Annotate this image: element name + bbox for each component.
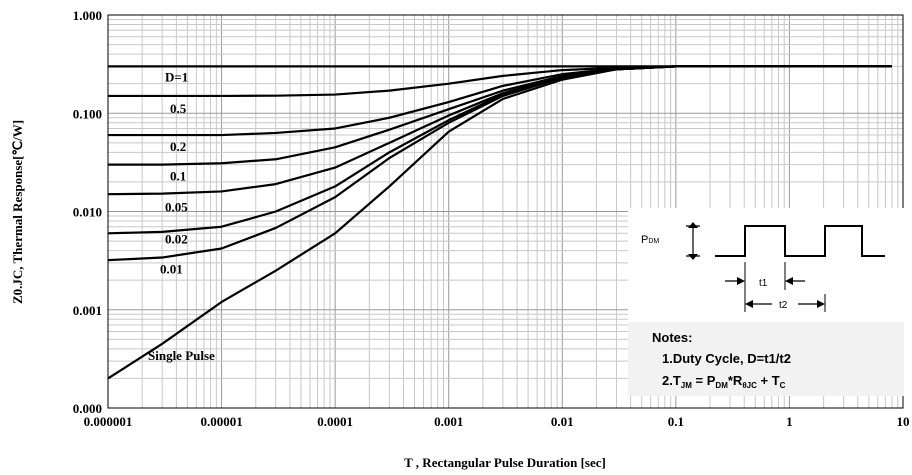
y-tick-label: 0.010 bbox=[73, 205, 102, 220]
t1-label: t1 bbox=[759, 278, 768, 289]
pulse-train bbox=[715, 225, 885, 257]
pdm-sub: DM bbox=[648, 238, 659, 245]
series-label: 0.01 bbox=[160, 262, 183, 277]
note-2-text: *R bbox=[728, 373, 743, 388]
note-2-sub: JM bbox=[681, 381, 692, 390]
note-2-text: + T bbox=[757, 373, 780, 388]
series-label: 0.5 bbox=[170, 101, 187, 116]
y-tick-label: 0.100 bbox=[73, 106, 102, 121]
notes-box bbox=[628, 322, 904, 396]
pdm-label: PDM bbox=[641, 234, 659, 246]
note-2-text: = P bbox=[692, 373, 716, 388]
note-2-text: 2.T bbox=[662, 373, 681, 388]
curves bbox=[107, 65, 892, 380]
series-label: 0.02 bbox=[165, 232, 188, 247]
y-tick-label: 0.000 bbox=[73, 401, 102, 416]
curve bbox=[107, 65, 892, 380]
y-tick-label: 0.001 bbox=[73, 303, 102, 318]
series-label: 0.05 bbox=[165, 200, 188, 215]
x-tick-label: 0.01 bbox=[551, 414, 574, 429]
x-tick-label: 0.0001 bbox=[317, 414, 353, 429]
x-axis-label: T , Rectangular Pulse Duration [sec] bbox=[404, 455, 606, 470]
series-label: 0.2 bbox=[170, 139, 186, 154]
note-2-sub: θJC bbox=[742, 381, 757, 390]
note-2-sub: DM bbox=[715, 381, 728, 390]
x-tick-label: 0.00001 bbox=[200, 414, 242, 429]
x-tick-label: 0.1 bbox=[668, 414, 684, 429]
x-tick-label: 0.001 bbox=[434, 414, 463, 429]
note-1: 1.Duty Cycle, D=t1/t2 bbox=[662, 351, 791, 366]
note-2: 2.TJM = PDM*RθJC + TC bbox=[662, 373, 786, 390]
series-label: 0.1 bbox=[170, 168, 186, 183]
x-tick-label: 1 bbox=[786, 414, 793, 429]
notes-title: Notes: bbox=[652, 330, 692, 345]
y-axis-label: Z0.JC, Thermal Response[℃/W] bbox=[10, 120, 25, 304]
t2-arrowheads bbox=[745, 300, 825, 308]
t2-label: t2 bbox=[779, 300, 788, 311]
inset: PDM t1 t2 Notes: 1.Duty Cycle, D=t1/t2 2… bbox=[628, 208, 904, 396]
series-label: Single Pulse bbox=[148, 348, 215, 363]
series-label: D=1 bbox=[165, 69, 188, 84]
y-tick-label: 1.000 bbox=[73, 8, 102, 23]
note-2-sub: C bbox=[780, 381, 786, 390]
pdm-p: P bbox=[641, 234, 648, 246]
x-tick-label: 10 bbox=[897, 414, 910, 429]
t-markers bbox=[744, 262, 826, 312]
x-tick-label: 0.000001 bbox=[84, 414, 133, 429]
